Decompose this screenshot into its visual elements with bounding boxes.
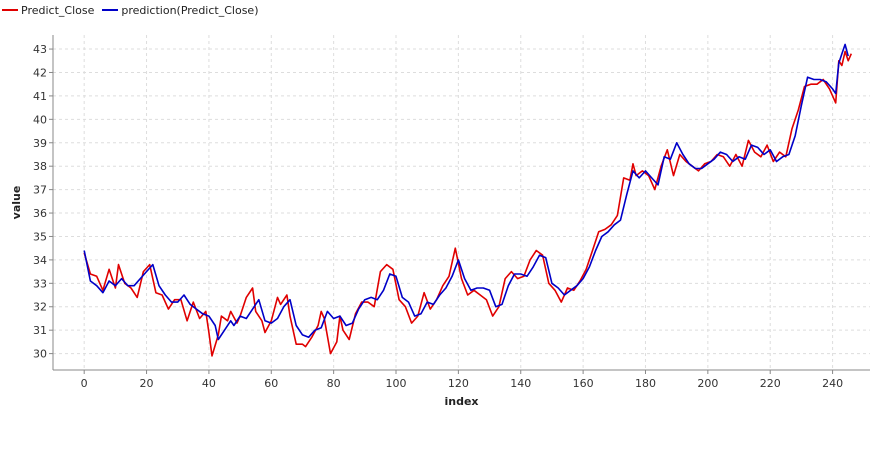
x-tick-label: 200 xyxy=(697,377,718,390)
y-tick-label: 36 xyxy=(33,207,47,220)
y-tick-label: 34 xyxy=(33,254,47,267)
y-axis-title: value xyxy=(10,186,23,220)
legend-label-predict-close: Predict_Close xyxy=(21,3,95,17)
legend-swatch-prediction xyxy=(102,9,119,11)
legend-swatch-predict-close xyxy=(2,9,18,11)
grid-lines xyxy=(53,35,870,370)
x-tick-label: 60 xyxy=(264,377,278,390)
y-tick-label: 43 xyxy=(33,43,47,56)
x-tick-label: 120 xyxy=(448,377,469,390)
x-tick-label: 160 xyxy=(573,377,594,390)
legend-label-prediction: prediction(Predict_Close) xyxy=(121,3,259,17)
y-tick-label: 31 xyxy=(33,324,47,337)
x-tick-label: 80 xyxy=(327,377,341,390)
x-tick-label: 0 xyxy=(81,377,88,390)
x-tick-label: 20 xyxy=(140,377,154,390)
y-tick-label: 42 xyxy=(33,66,47,79)
legend: Predict_Close prediction(Predict_Close) xyxy=(2,2,266,18)
y-tick-label: 38 xyxy=(33,160,47,173)
x-tick-label: 100 xyxy=(386,377,407,390)
x-tick-label: 140 xyxy=(510,377,531,390)
axes xyxy=(52,35,870,371)
y-tick-label: 41 xyxy=(33,90,47,103)
series-lines xyxy=(83,43,853,357)
y-tick-label: 30 xyxy=(33,348,47,361)
x-axis-title: index xyxy=(444,395,478,408)
y-tick-label: 40 xyxy=(33,113,47,126)
x-tick-label: 40 xyxy=(202,377,216,390)
y-tick-label: 35 xyxy=(33,230,47,243)
y-tick-label: 39 xyxy=(33,137,47,150)
x-tick-label: 180 xyxy=(635,377,656,390)
series-line-prediction xyxy=(83,43,849,341)
tick-marks: 30 31 32 33 34 35 36 37 38 39 40 41 42 43 0 20 40 60 80 100… xyxy=(33,43,843,390)
legend-item-predict-close[interactable]: Predict_Close xyxy=(2,4,94,17)
y-tick-label: 37 xyxy=(33,184,47,197)
y-tick-label: 32 xyxy=(33,301,47,314)
legend-item-prediction[interactable]: prediction(Predict_Close) xyxy=(102,4,258,17)
series-line-predict-close xyxy=(83,50,853,357)
x-tick-label: 220 xyxy=(760,377,781,390)
y-tick-label: 33 xyxy=(33,277,47,290)
x-tick-label: 240 xyxy=(822,377,843,390)
